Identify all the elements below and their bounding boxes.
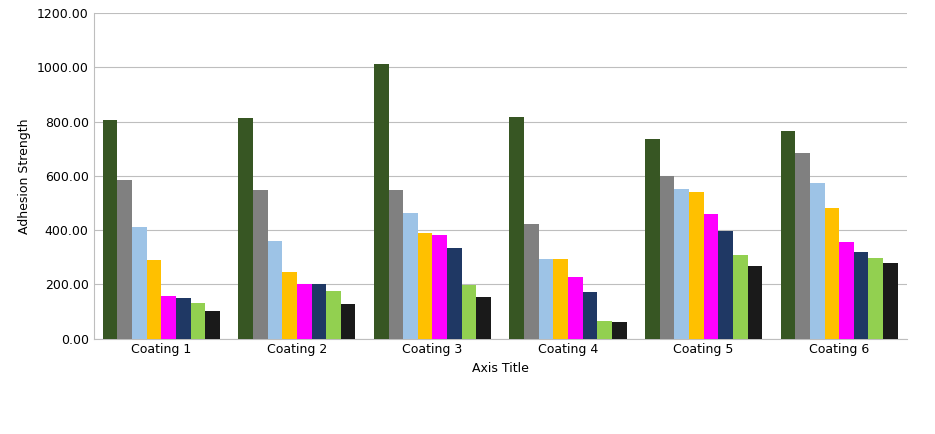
- Bar: [253, 190, 267, 339]
- Bar: [611, 322, 626, 339]
- Bar: [326, 291, 340, 339]
- Bar: [810, 183, 825, 339]
- Bar: [462, 285, 476, 339]
- Bar: [510, 117, 525, 339]
- Bar: [103, 120, 118, 339]
- Bar: [176, 299, 191, 339]
- Bar: [554, 259, 568, 339]
- Bar: [840, 242, 854, 339]
- Bar: [147, 260, 161, 339]
- Bar: [883, 263, 898, 339]
- Y-axis label: Adhesion Strength: Adhesion Strength: [18, 118, 31, 233]
- Bar: [447, 248, 462, 339]
- Bar: [476, 297, 491, 339]
- Bar: [854, 252, 869, 339]
- Bar: [645, 138, 660, 339]
- Bar: [403, 213, 418, 339]
- Bar: [374, 64, 389, 339]
- Bar: [525, 224, 539, 339]
- Bar: [747, 266, 762, 339]
- Bar: [539, 259, 554, 339]
- Bar: [389, 191, 403, 339]
- Bar: [340, 304, 355, 339]
- Bar: [660, 176, 674, 339]
- Bar: [689, 192, 703, 339]
- Bar: [132, 227, 147, 339]
- Bar: [418, 233, 432, 339]
- Bar: [238, 118, 253, 339]
- Bar: [796, 153, 810, 339]
- Bar: [267, 241, 282, 339]
- Bar: [205, 311, 220, 339]
- Bar: [432, 235, 447, 339]
- Bar: [191, 303, 205, 339]
- Bar: [597, 321, 611, 339]
- Bar: [311, 284, 326, 339]
- Bar: [718, 231, 733, 339]
- Bar: [733, 255, 747, 339]
- Bar: [781, 131, 796, 339]
- Bar: [282, 272, 296, 339]
- X-axis label: Axis Title: Axis Title: [472, 362, 528, 375]
- Bar: [296, 284, 311, 339]
- Bar: [568, 277, 583, 339]
- Bar: [703, 214, 718, 339]
- Bar: [825, 208, 839, 339]
- Bar: [118, 181, 132, 339]
- Bar: [161, 296, 176, 339]
- Bar: [674, 189, 689, 339]
- Bar: [869, 258, 883, 339]
- Bar: [583, 292, 597, 339]
